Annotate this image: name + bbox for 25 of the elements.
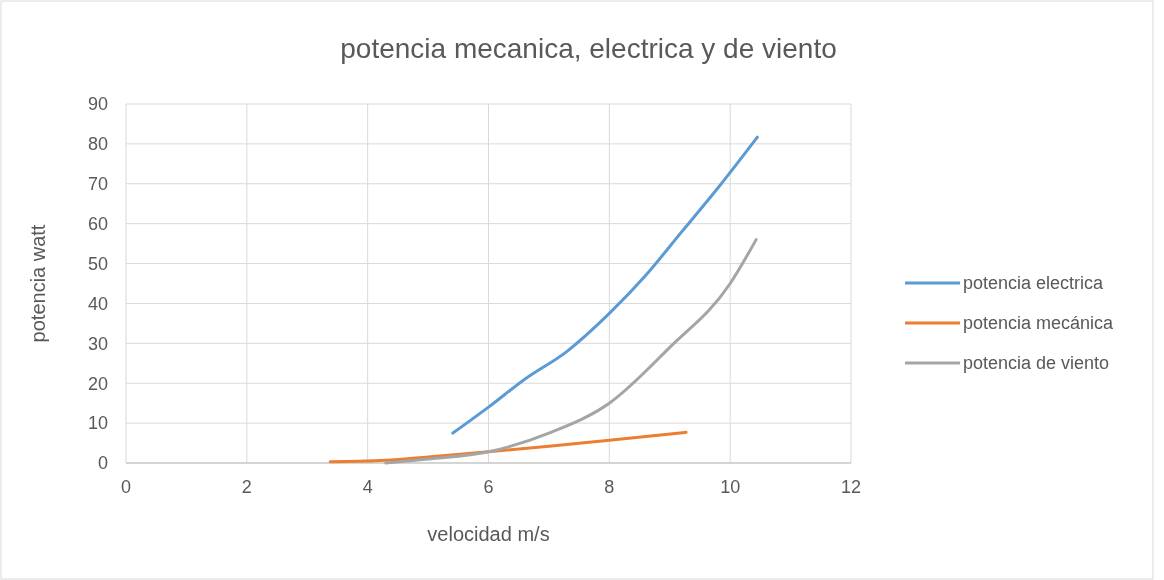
x-tick-label: 4: [362, 477, 373, 497]
x-tick-label: 2: [241, 477, 252, 497]
y-tick-label: 10: [87, 413, 108, 434]
chart-title: potencia mecanica, electrica y de viento: [340, 33, 837, 64]
legend-label: potencia de viento: [963, 353, 1110, 374]
x-tick-label: 10: [720, 477, 741, 497]
x-tick-label: 12: [840, 477, 862, 497]
y-tick-label: 50: [87, 253, 108, 274]
x-tick-label: 8: [604, 477, 615, 497]
y-tick-label: 20: [87, 373, 108, 394]
y-tick-label: 80: [87, 134, 108, 155]
line-series: [384, 238, 758, 465]
legend-label: potencia electrica: [963, 273, 1105, 294]
y-tick-label: 40: [87, 293, 108, 314]
y-axis-title: potencia watt: [27, 224, 49, 343]
y-tick-label: 60: [87, 213, 108, 234]
y-tick-label: 30: [87, 333, 108, 354]
x-tick-label: 0: [120, 477, 132, 497]
line-series: [451, 135, 759, 435]
y-tick-label: 70: [87, 174, 108, 195]
legend-label: potencia mecánica: [963, 313, 1115, 334]
y-tick-label: 90: [87, 94, 108, 115]
x-tick-label: 6: [483, 477, 494, 497]
x-axis-title: velocidad m/s: [427, 523, 550, 545]
y-tick-label: 0: [97, 453, 108, 474]
